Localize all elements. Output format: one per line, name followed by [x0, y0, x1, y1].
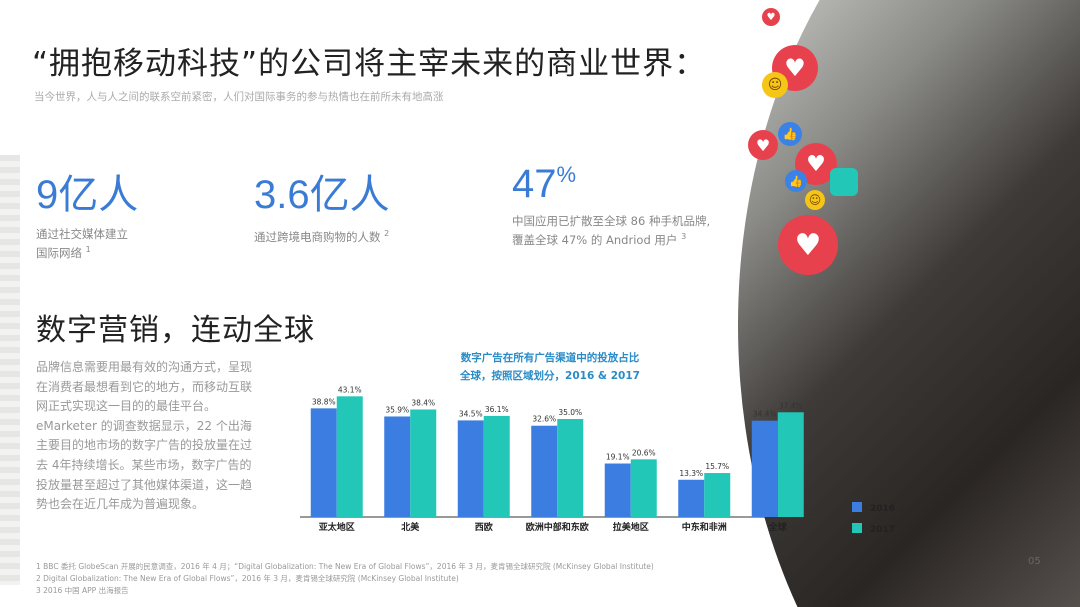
- stat-desc: 覆盖全球 47% 的 Andriod 用户: [512, 232, 678, 247]
- page-number: 05: [1028, 556, 1041, 567]
- bar-2017: [483, 415, 510, 517]
- category-label: 拉美地区: [613, 521, 649, 533]
- value-label: 13.3%: [679, 469, 703, 478]
- chart-subtitle: 全球，按照区域划分，2016 & 2017: [460, 370, 640, 382]
- section-paragraph: 品牌信息需要用最有效的沟通方式，呈现在消费者最想看到它的地方，而移动互联网正式实…: [36, 360, 253, 512]
- footnote: 1 BBC 委托 GlobeScan 开展的民意调查，2016 年 4 月；“D…: [36, 562, 654, 571]
- page-title: “拥抱移动科技”的公司将主宰未来的商业世界：: [32, 46, 707, 82]
- stat-value: 3.6亿人: [254, 173, 390, 217]
- legend-label: 2016: [870, 504, 895, 514]
- value-label: 34.4%: [753, 410, 777, 419]
- stat-1: 9亿人 通过社交媒体建立 国际网络 1: [36, 162, 138, 261]
- value-label: 38.8%: [312, 397, 336, 406]
- heart-icon: ♥: [748, 130, 778, 160]
- bar-2016: [604, 463, 631, 517]
- footnote: 3 2016 中国 APP 出海报告: [36, 586, 129, 595]
- legend-label: 2017: [870, 525, 895, 535]
- value-label: 36.1%: [485, 405, 509, 414]
- stat-desc: 中国应用已扩散至全球 86 种手机品牌,: [512, 214, 711, 228]
- bar-2017: [777, 412, 804, 517]
- value-label: 19.1%: [606, 453, 630, 462]
- value-label: 32.6%: [532, 415, 556, 424]
- chart-title-text: 数字广告在所有广告渠道中的投放占比: [460, 352, 640, 364]
- value-label: 35.0%: [558, 408, 582, 417]
- stat-2: 3.6亿人 通过跨境电商购物的人数 2: [254, 162, 390, 245]
- stat-value: 9亿人: [36, 173, 139, 217]
- heart-icon: ♥: [762, 8, 780, 26]
- value-label: 37.4%: [779, 401, 803, 410]
- like-icon: 👍: [785, 170, 807, 192]
- bar-2016: [751, 420, 778, 517]
- category-label: 北美: [401, 521, 420, 533]
- stat-suffix: %: [556, 162, 577, 187]
- footnote-ref: 3: [681, 232, 687, 241]
- bar-2017: [630, 459, 657, 517]
- emoji-icon: ☺: [762, 72, 788, 98]
- category-label: 欧洲中部和东欧: [526, 521, 589, 533]
- bar-chart: 38.8%43.1% 亚太地区 35.9%38.4% 北美 34.5% 36.1% 西欧 32…: [300, 385, 895, 535]
- chart-title: 数字广告在所有广告渠道中的投放占比 全球，按照区域划分，2016 & 2017: [440, 349, 660, 385]
- page-subtitle: 当今世界，人与人之间的联系空前紧密，人们对国际事务的参与热情也在前所未有地高涨: [34, 91, 444, 103]
- stat-3: 47% 中国应用已扩散至全球 86 种手机品牌, 覆盖全球 47% 的 Andri…: [512, 162, 710, 248]
- bar-2016: [384, 416, 411, 517]
- bar-2017: [336, 396, 363, 517]
- category-label: 全球: [768, 521, 788, 533]
- bar-2017: [410, 409, 437, 517]
- stat-desc: 国际网络: [36, 245, 82, 260]
- category-label: 中东和非洲: [682, 521, 727, 533]
- legend-swatch: [852, 523, 862, 533]
- like-icon: 👍: [778, 122, 802, 146]
- heart-icon: ♥: [778, 215, 838, 275]
- value-label: 20.6%: [632, 448, 656, 457]
- emoji-icon: ☺: [805, 190, 825, 210]
- stat-desc: 通过社交媒体建立: [36, 227, 128, 241]
- bar-2016: [531, 425, 558, 517]
- footnote-ref: 2: [384, 229, 390, 238]
- legend-swatch: [852, 502, 862, 512]
- stat-desc: 通过跨境电商购物的人数: [254, 229, 381, 244]
- section-title: 数字营销，连动全球: [36, 313, 315, 348]
- hexagon-icon: [830, 168, 858, 196]
- value-label: 43.1%: [338, 385, 362, 394]
- wood-texture: [0, 155, 20, 585]
- value-label: 15.7%: [705, 462, 729, 471]
- bar-2016: [678, 479, 705, 517]
- bar-2017: [704, 473, 731, 517]
- category-label: 西欧: [475, 521, 493, 533]
- value-label: 35.9%: [385, 405, 409, 414]
- bar-2016: [310, 408, 337, 517]
- footnote: 2 Digital Globalization: The New Era of …: [36, 574, 459, 583]
- value-label: 34.5%: [459, 409, 483, 418]
- footnote-ref: 1: [85, 245, 91, 254]
- bar-2016: [457, 420, 484, 517]
- bar-2017: [557, 419, 584, 517]
- value-label: 38.4%: [411, 398, 435, 407]
- category-label: 亚太地区: [319, 521, 355, 533]
- stat-value: 47: [512, 162, 557, 206]
